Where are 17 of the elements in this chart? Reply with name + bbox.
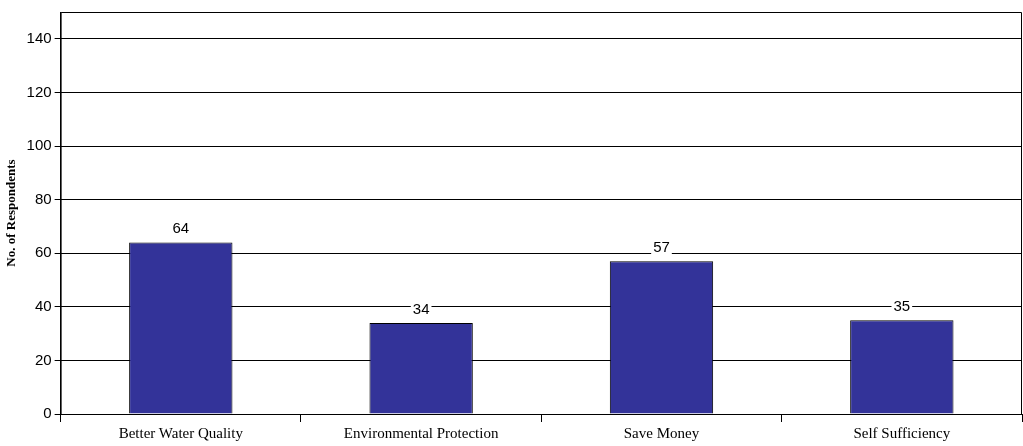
y-axis-title: No. of Respondents xyxy=(3,159,19,267)
y-tick-label: 120 xyxy=(26,82,52,100)
data-label: 57 xyxy=(653,237,670,255)
y-tick-label: 140 xyxy=(26,28,52,46)
data-label: 35 xyxy=(893,296,911,314)
x-tick-label: Self Sufficiency xyxy=(853,424,951,441)
y-tick-label: 60 xyxy=(34,243,52,261)
x-tick-label: Save Money xyxy=(623,424,700,441)
y-tick-label: 0 xyxy=(43,404,52,422)
y-tick-label: 20 xyxy=(34,350,52,368)
x-tick-label: Better Water Quality xyxy=(118,424,244,441)
data-label: 64 xyxy=(172,219,190,237)
y-tick-label: 40 xyxy=(34,296,52,314)
y-tick-label: 100 xyxy=(26,136,52,154)
x-tick-label: Environmental Protection xyxy=(343,424,499,441)
y-tick-label: 80 xyxy=(34,189,52,207)
data-label: 34 xyxy=(412,299,430,317)
